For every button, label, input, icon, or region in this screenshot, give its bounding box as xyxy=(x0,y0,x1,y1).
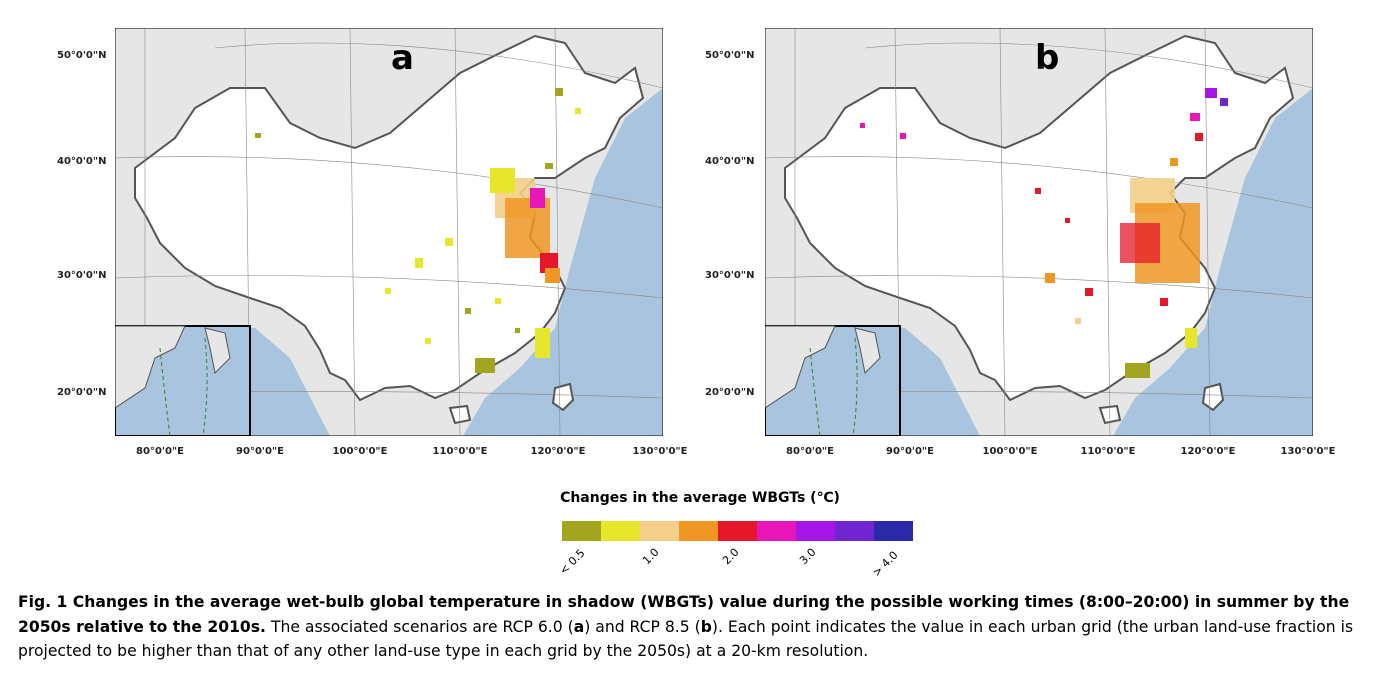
ocean xyxy=(1113,88,1313,436)
caption-bold: Fig. 1 Changes in the average wet-bulb g… xyxy=(18,593,1350,636)
y-label-40n-b: 40°0'0"N xyxy=(705,156,755,167)
legend-swatch-6 xyxy=(796,521,835,541)
y-label-40n-a: 40°0'0"N xyxy=(57,156,107,167)
y-label-20n-b: 20°0'0"N xyxy=(705,387,755,398)
legend-swatch-7 xyxy=(835,521,874,541)
legend-swatch-8 xyxy=(874,521,913,541)
y-label-50n-b: 50°0'0"N xyxy=(705,50,755,61)
legend-title: Changes in the average WBGTs (℃) xyxy=(560,490,840,506)
map-panel-a: a xyxy=(115,28,663,436)
x-label-110e-a: 110°0'0"E xyxy=(432,446,488,457)
graticule-lat xyxy=(115,42,663,399)
y-label-50n-a: 50°0'0"N xyxy=(57,50,107,61)
inset-south-china-sea xyxy=(765,325,901,436)
caption-b: b xyxy=(700,617,712,636)
panel-label-a: a xyxy=(391,38,414,78)
x-label-80e-a: 80°0'0"E xyxy=(136,446,184,457)
graticule-lon xyxy=(144,28,561,436)
caption-a: a xyxy=(573,617,585,636)
x-label-90e-a: 90°0'0"E xyxy=(236,446,284,457)
x-label-80e-b: 80°0'0"E xyxy=(786,446,834,457)
x-label-90e-b: 90°0'0"E xyxy=(886,446,934,457)
china-map-b xyxy=(765,28,1313,436)
x-label-120e-a: 120°0'0"E xyxy=(530,446,586,457)
figure-caption: Fig. 1 Changes in the average wet-bulb g… xyxy=(18,590,1380,664)
legend-colorbar xyxy=(562,521,913,541)
x-label-110e-b: 110°0'0"E xyxy=(1080,446,1136,457)
legend-swatch-4 xyxy=(718,521,757,541)
legend-tick-2: 2.0 xyxy=(720,545,742,568)
caption-text-1: The associated scenarios are RCP 6.0 ( xyxy=(265,617,574,636)
china-map-a xyxy=(115,28,663,436)
taiwan xyxy=(1201,382,1225,412)
graticule-lat xyxy=(765,42,1313,399)
legend-tick-3: 3.0 xyxy=(797,545,819,568)
y-label-30n-b: 30°0'0"N xyxy=(705,270,755,281)
x-label-120e-b: 120°0'0"E xyxy=(1180,446,1236,457)
x-label-130e-b: 130°0'0"E xyxy=(1280,446,1336,457)
graticule-lon xyxy=(794,28,1211,436)
y-label-20n-a: 20°0'0"N xyxy=(57,387,107,398)
legend-swatch-5 xyxy=(757,521,796,541)
panel-label-b: b xyxy=(1035,38,1060,78)
legend-swatch-0 xyxy=(562,521,601,541)
ocean xyxy=(463,88,663,436)
caption-text-3: ). Each point indicates the value in eac… xyxy=(18,617,1354,661)
legend-swatch-3 xyxy=(679,521,718,541)
x-label-100e-a: 100°0'0"E xyxy=(332,446,388,457)
map-panel-b: b xyxy=(765,28,1313,436)
inset-south-china-sea xyxy=(115,325,251,436)
legend-swatch-1 xyxy=(601,521,640,541)
data-points-a xyxy=(255,88,581,373)
legend-swatch-2 xyxy=(640,521,679,541)
legend-tick-1: 1.0 xyxy=(640,545,662,568)
legend-tick-0: < 0.5 xyxy=(557,546,588,578)
taiwan xyxy=(551,382,575,412)
y-label-30n-a: 30°0'0"N xyxy=(57,270,107,281)
caption-text-2: ) and RCP 8.5 ( xyxy=(584,617,701,636)
data-points-b xyxy=(860,88,1228,378)
legend-tick-4: > 4.0 xyxy=(870,548,901,580)
x-label-130e-a: 130°0'0"E xyxy=(632,446,688,457)
x-label-100e-b: 100°0'0"E xyxy=(982,446,1038,457)
